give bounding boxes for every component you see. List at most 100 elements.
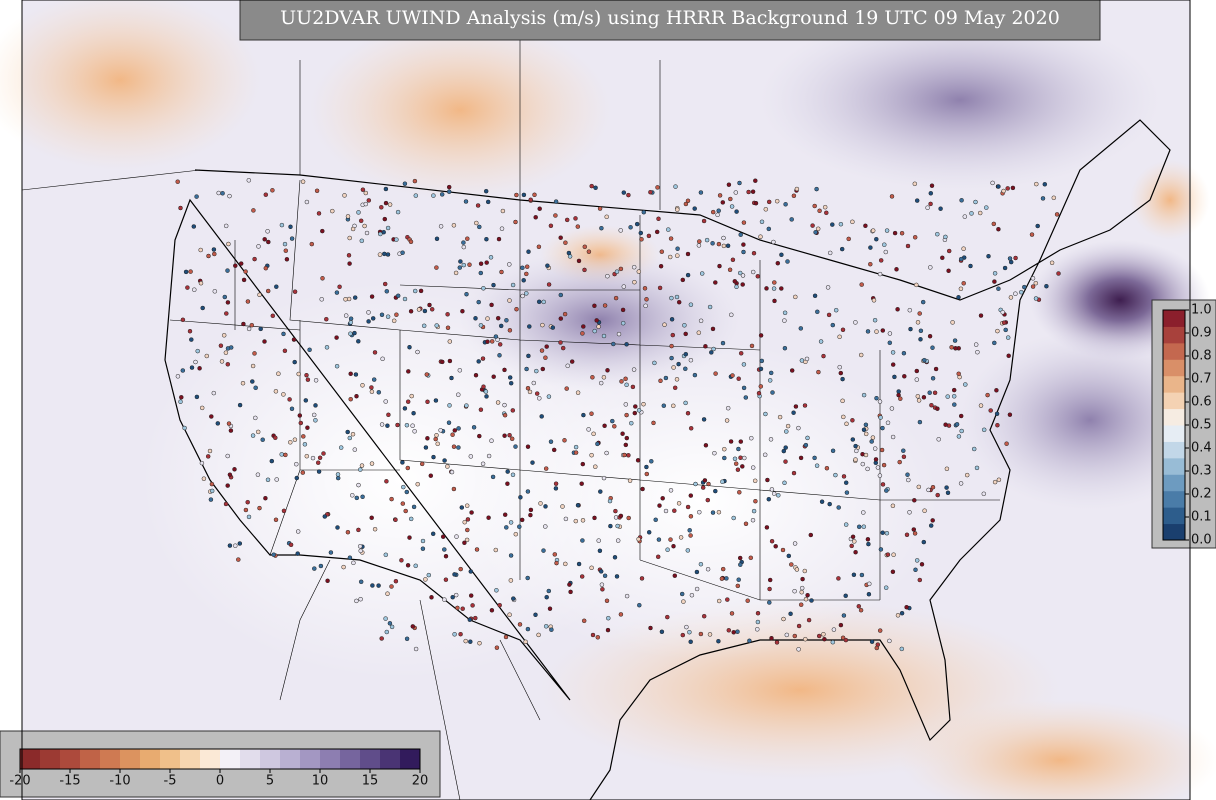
station-dot [646, 233, 652, 239]
station-dot [256, 244, 261, 249]
station-dot [194, 394, 200, 400]
station-dot [434, 323, 439, 328]
station-dot [413, 646, 419, 652]
station-dot [796, 425, 801, 431]
station-dot [720, 200, 726, 205]
colorbar-segment [40, 749, 61, 769]
station-dot [843, 480, 849, 485]
station-dot [730, 257, 736, 263]
station-dot [753, 498, 758, 504]
station-dot [743, 521, 749, 527]
station-dot [524, 291, 529, 296]
station-dot [304, 372, 309, 378]
colorbar-horizontal: -20 -15 -10 -5 0 5 10 15 20 [9, 748, 428, 789]
station-dot [711, 346, 716, 352]
station-dot [627, 478, 633, 483]
station-dot [303, 398, 309, 403]
station-dot [735, 629, 740, 634]
station-dot [407, 344, 412, 350]
station-dot [274, 477, 279, 482]
station-dot [968, 263, 973, 269]
station-dot [996, 286, 1001, 291]
station-dot [321, 451, 326, 456]
station-dot [581, 324, 586, 329]
station-dot [880, 425, 885, 431]
station-dot [320, 276, 325, 281]
station-dot [884, 488, 889, 493]
station-dot [295, 529, 301, 534]
station-dot [830, 322, 836, 328]
station-dot [524, 271, 529, 277]
station-dot [222, 294, 228, 300]
station-dot [450, 432, 455, 437]
station-dot [861, 392, 867, 398]
station-dot [237, 541, 243, 546]
station-dot [833, 307, 839, 313]
station-dot [722, 455, 727, 461]
station-dot [815, 226, 821, 232]
station-dot [443, 577, 449, 582]
station-dot [945, 394, 950, 399]
station-dot [660, 496, 665, 501]
station-dot [874, 236, 879, 242]
station-dot [260, 437, 265, 442]
station-dot [503, 634, 509, 640]
station-dot [187, 328, 193, 334]
station-dot [334, 363, 340, 369]
station-dot [237, 402, 243, 408]
station-dot [896, 392, 901, 398]
station-dot [840, 327, 846, 333]
station-dot [442, 458, 447, 463]
station-dot [364, 230, 370, 236]
station-dot [671, 543, 676, 549]
station-dot [769, 487, 775, 492]
colorbar-segment [20, 749, 41, 769]
station-dot [456, 445, 461, 450]
station-dot [782, 310, 788, 316]
station-dot [383, 399, 388, 404]
station-dot [358, 218, 364, 224]
station-dot [199, 405, 205, 411]
station-dot [359, 463, 365, 468]
station-dot [665, 614, 670, 620]
station-dot [715, 212, 720, 218]
station-dot [858, 607, 864, 613]
station-dot [389, 584, 394, 589]
station-dot [517, 622, 523, 627]
station-dot [581, 412, 586, 418]
station-dot [380, 356, 385, 362]
station-dot [198, 280, 204, 286]
station-dot [395, 209, 401, 215]
station-dot [241, 277, 247, 283]
station-dot [777, 414, 783, 420]
station-dot [914, 198, 920, 203]
station-dot [496, 236, 502, 242]
station-dot [383, 200, 389, 206]
station-dot [873, 457, 879, 462]
station-dot [631, 264, 637, 270]
station-dot [614, 269, 620, 274]
station-dot [623, 442, 629, 448]
station-dot [946, 248, 952, 254]
station-dot [674, 377, 680, 382]
station-dot [593, 185, 598, 191]
station-dot [281, 331, 286, 337]
station-dot [553, 481, 559, 486]
station-dot [700, 485, 706, 490]
station-dot [335, 525, 340, 530]
station-dot [507, 262, 512, 267]
station-dot [271, 552, 276, 557]
station-dot [544, 344, 549, 349]
station-dot [996, 477, 1002, 483]
station-dot [766, 496, 772, 502]
station-dot [901, 448, 906, 453]
station-dot [543, 504, 548, 509]
station-dot [591, 431, 596, 437]
station-dot [738, 439, 744, 444]
colorbar-tick-label: 0 [216, 774, 224, 789]
station-dot [423, 577, 428, 582]
station-dot [859, 282, 864, 287]
station-dot [318, 563, 324, 569]
station-dot [459, 505, 465, 510]
station-dot [628, 225, 633, 230]
